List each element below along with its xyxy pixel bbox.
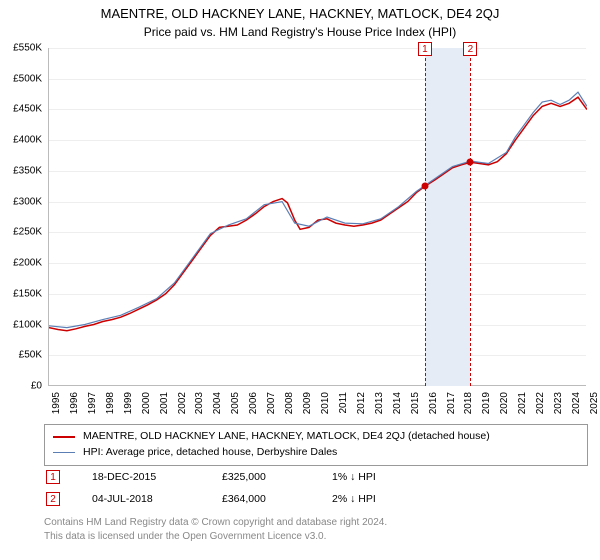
footer-line-1: Contains HM Land Registry data © Crown c… <box>44 516 588 530</box>
y-axis-tick: £500K <box>0 73 42 84</box>
x-axis-tick: 2000 <box>141 392 152 414</box>
footer-attribution: Contains HM Land Registry data © Crown c… <box>44 516 588 544</box>
x-axis-tick: 2017 <box>446 392 457 414</box>
x-axis-tick: 2008 <box>284 392 295 414</box>
x-axis-tick: 2006 <box>248 392 259 414</box>
legend: MAENTRE, OLD HACKNEY LANE, HACKNEY, MATL… <box>44 424 588 466</box>
x-axis-tick: 2004 <box>212 392 223 414</box>
x-axis-tick: 2016 <box>428 392 439 414</box>
chart-subtitle: Price paid vs. HM Land Registry's House … <box>0 21 600 39</box>
series-line <box>49 92 587 327</box>
x-axis-tick: 2015 <box>410 392 421 414</box>
sale-row-change: 1% ↓ HPI <box>332 471 376 483</box>
x-axis-tick: 2011 <box>338 392 349 414</box>
x-axis-tick: 2012 <box>356 392 367 414</box>
x-axis-tick: 1996 <box>69 392 80 414</box>
x-axis-tick: 2022 <box>535 392 546 414</box>
x-axis-tick: 2021 <box>517 392 528 414</box>
y-axis-tick: £100K <box>0 319 42 330</box>
y-axis-tick: £550K <box>0 43 42 54</box>
legend-label: MAENTRE, OLD HACKNEY LANE, HACKNEY, MATL… <box>83 429 490 445</box>
sale-row-date: 18-DEC-2015 <box>92 471 222 483</box>
legend-swatch <box>53 452 75 453</box>
x-axis-tick: 2013 <box>374 392 385 414</box>
series-line <box>49 97 587 331</box>
x-axis-tick: 2005 <box>230 392 241 414</box>
sale-marker-line <box>470 48 471 386</box>
x-axis-tick: 2018 <box>463 392 474 414</box>
sale-row-marker: 2 <box>46 492 60 506</box>
legend-item: HPI: Average price, detached house, Derb… <box>53 445 579 461</box>
sale-marker-label: 1 <box>418 42 432 56</box>
x-axis-tick: 2024 <box>571 392 582 414</box>
sale-row-price: £364,000 <box>222 493 332 505</box>
y-axis-tick: £350K <box>0 165 42 176</box>
y-axis-tick: £250K <box>0 227 42 238</box>
x-axis-tick: 1999 <box>123 392 134 414</box>
x-axis-tick: 2014 <box>392 392 403 414</box>
legend-swatch <box>53 436 75 438</box>
x-axis-tick: 2007 <box>266 392 277 414</box>
x-axis-tick: 2002 <box>177 392 188 414</box>
sale-table: 1 18-DEC-2015£325,0001% ↓ HPI 2 04-JUL-2018… <box>44 466 588 510</box>
x-axis-tick: 2001 <box>159 392 170 414</box>
sale-row-price: £325,000 <box>222 471 332 483</box>
chart-title: MAENTRE, OLD HACKNEY LANE, HACKNEY, MATL… <box>0 0 600 21</box>
x-axis-tick: 1997 <box>87 392 98 414</box>
footer-line-2: This data is licensed under the Open Gov… <box>44 530 588 544</box>
y-axis-tick: £400K <box>0 135 42 146</box>
y-axis-tick: £200K <box>0 258 42 269</box>
chart-plot-area: 12 <box>48 48 586 386</box>
x-axis-tick: 1995 <box>51 392 62 414</box>
y-axis-tick: £300K <box>0 196 42 207</box>
x-axis-tick: 2003 <box>194 392 205 414</box>
x-axis-tick: 2009 <box>302 392 313 414</box>
sale-row: 2 04-JUL-2018£364,0002% ↓ HPI <box>44 488 588 510</box>
y-axis-tick: £50K <box>0 350 42 361</box>
y-axis-tick: £450K <box>0 104 42 115</box>
sale-marker-dot <box>467 159 474 166</box>
x-axis-tick: 2010 <box>320 392 331 414</box>
sale-row-change: 2% ↓ HPI <box>332 493 376 505</box>
sale-row-date: 04-JUL-2018 <box>92 493 222 505</box>
sale-marker-dot <box>421 183 428 190</box>
legend-item: MAENTRE, OLD HACKNEY LANE, HACKNEY, MATL… <box>53 429 579 445</box>
y-axis-tick: £0 <box>0 381 42 392</box>
legend-label: HPI: Average price, detached house, Derb… <box>83 445 337 461</box>
sale-row: 1 18-DEC-2015£325,0001% ↓ HPI <box>44 466 588 488</box>
x-axis-tick: 2023 <box>553 392 564 414</box>
x-axis-tick: 2019 <box>481 392 492 414</box>
x-axis-tick: 2025 <box>589 392 600 414</box>
sale-marker-line <box>425 48 426 386</box>
sale-marker-label: 2 <box>463 42 477 56</box>
x-axis-tick: 1998 <box>105 392 116 414</box>
x-axis-tick: 2020 <box>499 392 510 414</box>
y-axis-tick: £150K <box>0 288 42 299</box>
sale-row-marker: 1 <box>46 470 60 484</box>
